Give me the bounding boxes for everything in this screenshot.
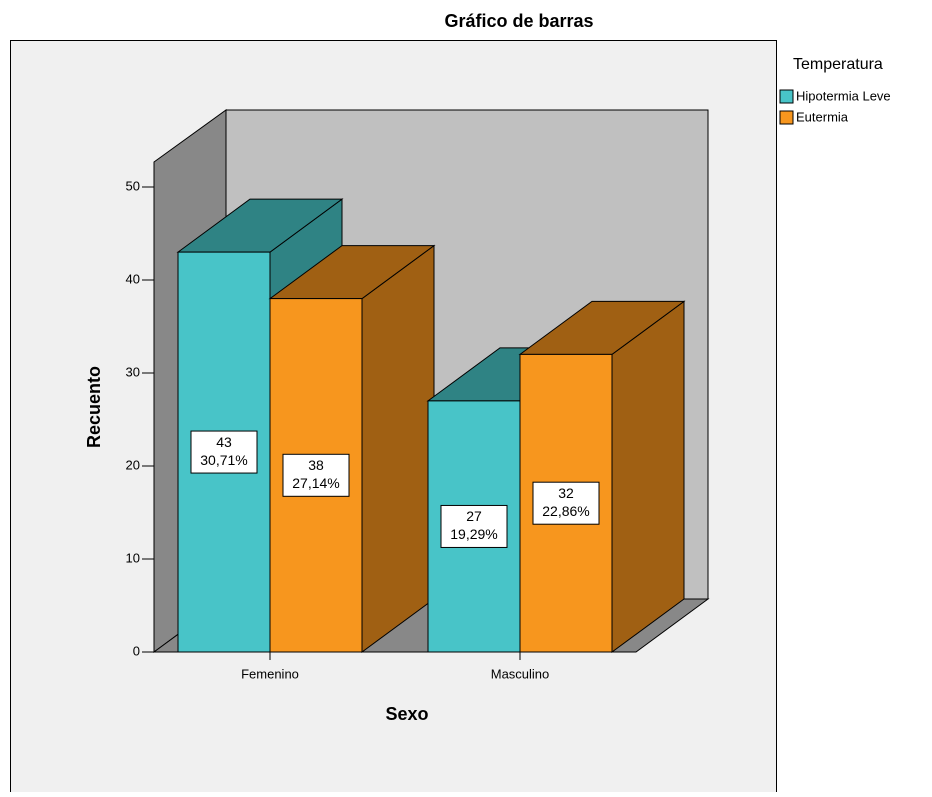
x-tick-label: Masculino [491, 666, 550, 681]
value-label-box [282, 453, 350, 497]
x-tick-label: Femenino [241, 666, 299, 681]
bar-side [361, 244, 435, 653]
value-label-box [190, 430, 258, 474]
percent-label: 22,86% [542, 503, 589, 519]
value-label: 38 [308, 457, 324, 473]
y-tick-label: 20 [126, 457, 140, 472]
y-tick-label: 50 [126, 178, 140, 193]
value-label: 43 [216, 434, 232, 450]
chart-title: Gráfico de barras [444, 11, 593, 31]
y-tick-label: 30 [126, 364, 140, 379]
percent-label: 27,14% [292, 475, 339, 491]
legend-label: Hipotermia Leve [796, 88, 891, 103]
y-tick-label: 40 [126, 271, 140, 286]
percent-label: 30,71% [200, 452, 247, 468]
value-label: 27 [466, 508, 482, 524]
percent-label: 19,29% [450, 526, 497, 542]
legend-title: Temperatura [793, 56, 883, 73]
legend-label: Eutermia [796, 109, 849, 124]
x-axis-title: Sexo [385, 704, 428, 724]
y-tick-label: 0 [133, 643, 140, 658]
y-tick-label: 10 [126, 550, 140, 565]
y-axis-title: Recuento [84, 366, 104, 448]
bar-side [611, 300, 685, 653]
legend-swatch [779, 89, 794, 104]
legend-swatch [779, 110, 794, 125]
value-label: 32 [558, 485, 574, 501]
value-label-box [440, 504, 508, 548]
value-label-box [532, 481, 600, 525]
